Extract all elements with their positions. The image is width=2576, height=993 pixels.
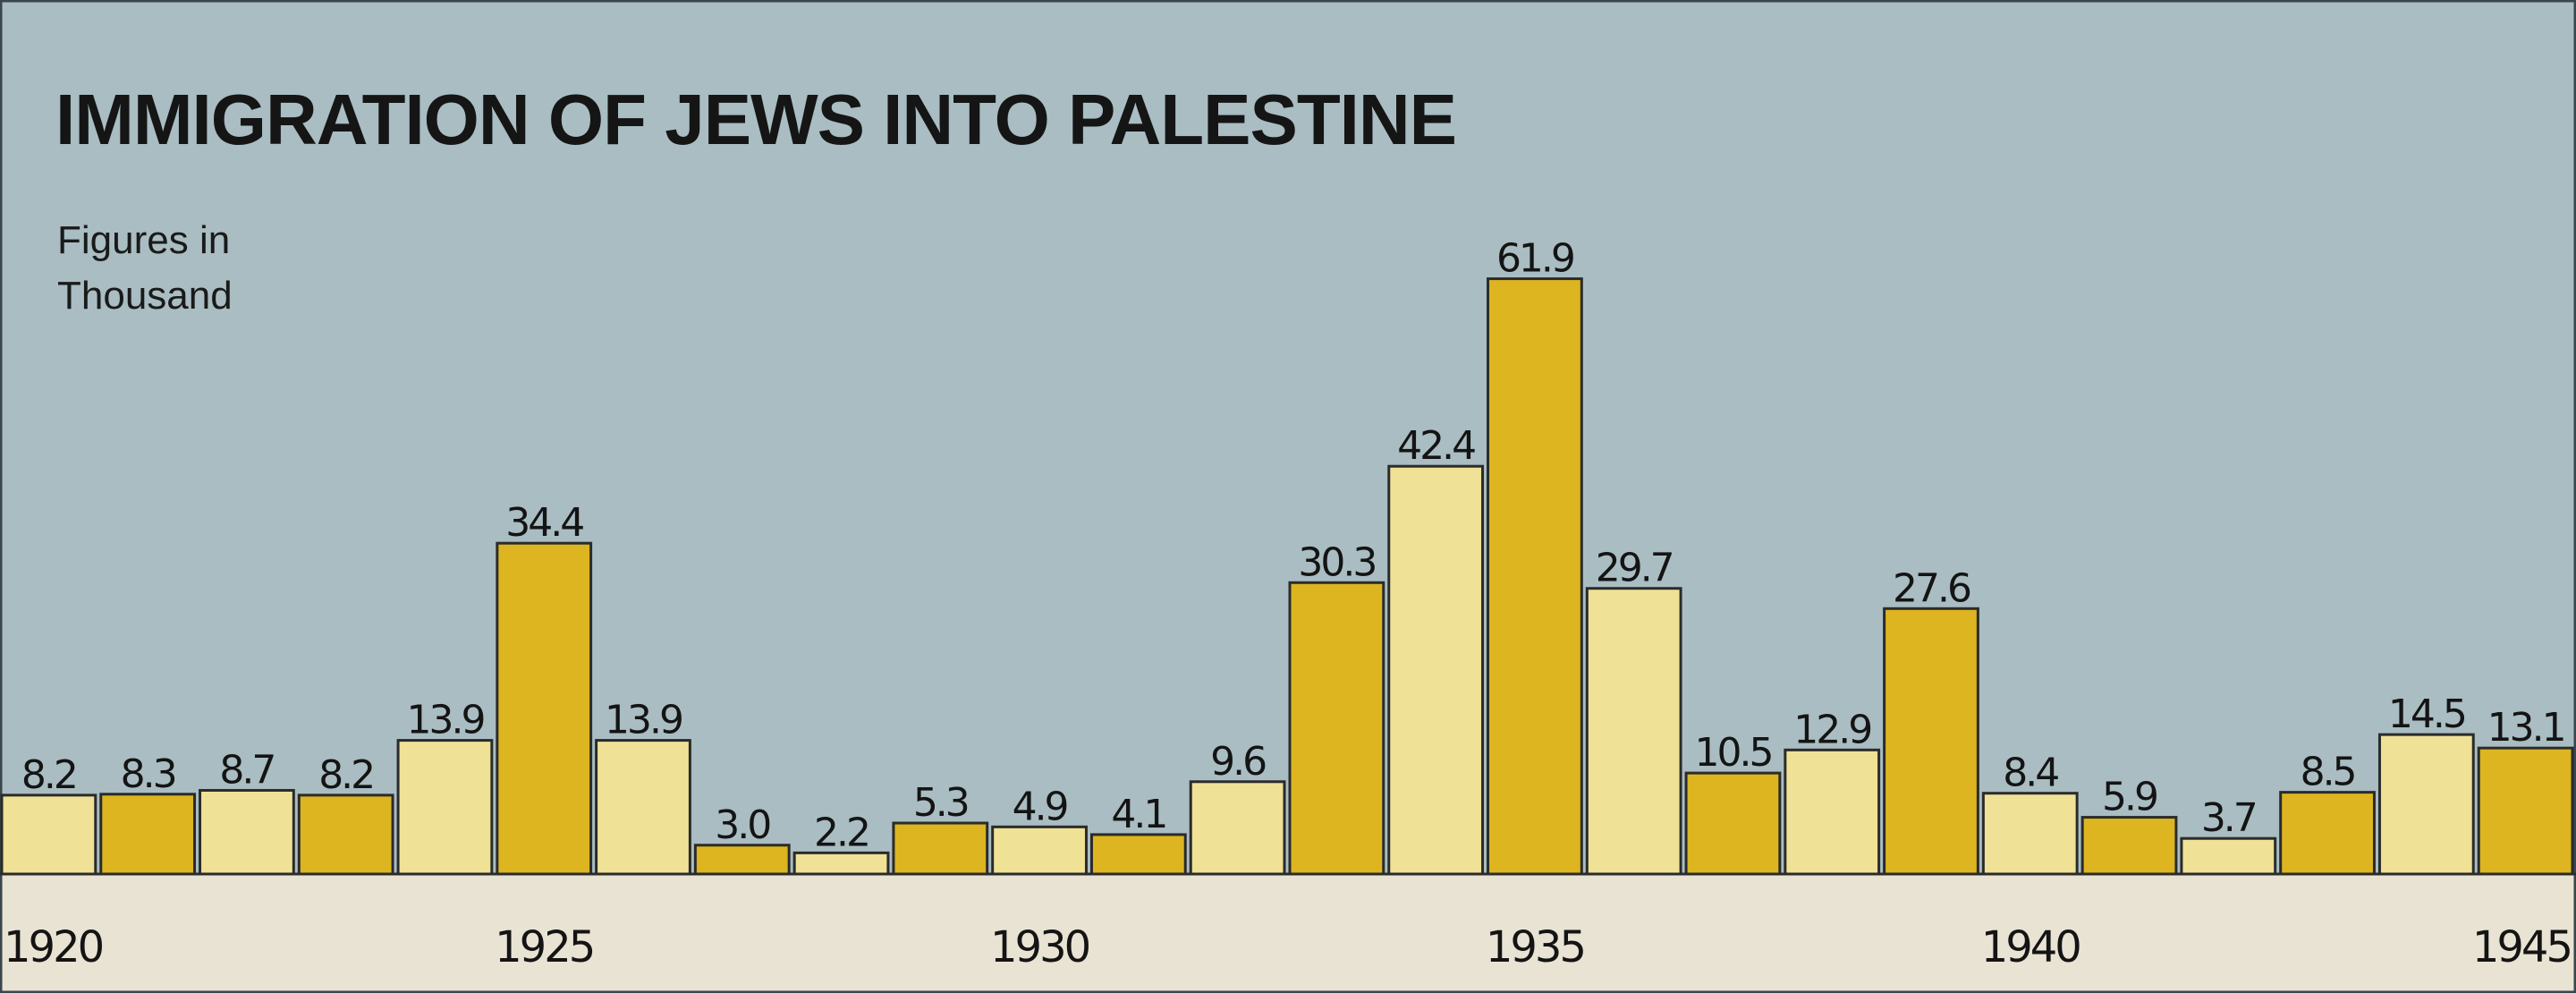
value-label: 8.3: [121, 751, 175, 797]
bar: [892, 821, 989, 876]
bar: [297, 794, 394, 876]
value-label: 10.5: [1694, 730, 1771, 776]
x-tick-label: 1920: [4, 922, 103, 972]
value-label: 4.9: [1013, 784, 1067, 829]
bar: [1387, 464, 1485, 876]
x-tick-label: 1925: [495, 922, 593, 972]
bar: [396, 739, 494, 876]
value-label: 14.5: [2388, 692, 2465, 737]
value-label: 27.6: [1893, 565, 1970, 611]
bar: [1189, 780, 1286, 876]
value-label: 2.2: [814, 810, 869, 855]
value-label: 8.5: [2301, 750, 2355, 795]
value-label: 42.4: [1397, 423, 1475, 469]
bar: [991, 825, 1088, 876]
bar: [595, 739, 691, 876]
value-label: 30.3: [1298, 539, 1375, 585]
value-label: 3.0: [715, 802, 770, 848]
bar: [2080, 816, 2178, 876]
value-label: 13.1: [2487, 705, 2564, 751]
bar: [1487, 277, 1583, 876]
value-label: 13.9: [406, 698, 483, 743]
x-tick-label: 1935: [1486, 922, 1584, 972]
value-label: 8.2: [21, 752, 76, 798]
bar: [99, 793, 197, 876]
x-tick-label: 1945: [2472, 922, 2571, 972]
value-label: 3.7: [2201, 795, 2256, 841]
bar: [496, 541, 593, 876]
value-label: 29.7: [1596, 546, 1673, 591]
value-label: 8.4: [2003, 751, 2058, 796]
bar: [199, 788, 295, 876]
bar: [1883, 607, 1979, 876]
bar: [1288, 581, 1385, 876]
value-label: 61.9: [1496, 236, 1573, 282]
bar: [1981, 792, 2079, 876]
bar: [792, 851, 890, 876]
bar: [1585, 587, 1682, 876]
bar: [1089, 833, 1187, 876]
bar: [2377, 733, 2475, 876]
value-label: 13.9: [605, 698, 682, 743]
value-label: 8.2: [318, 752, 373, 798]
value-label: 5.9: [2102, 775, 2157, 820]
bar: [1684, 771, 1782, 876]
bar: [1784, 748, 1881, 876]
bar: [2279, 791, 2376, 876]
value-label: 34.4: [505, 500, 583, 546]
x-tick-label: 1930: [990, 922, 1089, 972]
x-axis-band: [0, 874, 2576, 993]
value-label: 9.6: [1210, 739, 1266, 785]
chart-subtitle: Figures in Thousand: [57, 218, 233, 318]
value-label: 5.3: [913, 780, 968, 826]
value-label: 12.9: [1793, 707, 1870, 752]
x-tick-label: 1940: [1981, 922, 2080, 972]
bar: [2477, 746, 2574, 876]
bar: [2180, 836, 2277, 876]
value-label: 4.1: [1111, 792, 1165, 837]
bar: [693, 844, 791, 876]
bar: [0, 794, 97, 876]
value-label: 8.7: [219, 747, 274, 793]
chart-title: IMMIGRATION OF JEWS INTO PALESTINE: [55, 80, 1457, 159]
